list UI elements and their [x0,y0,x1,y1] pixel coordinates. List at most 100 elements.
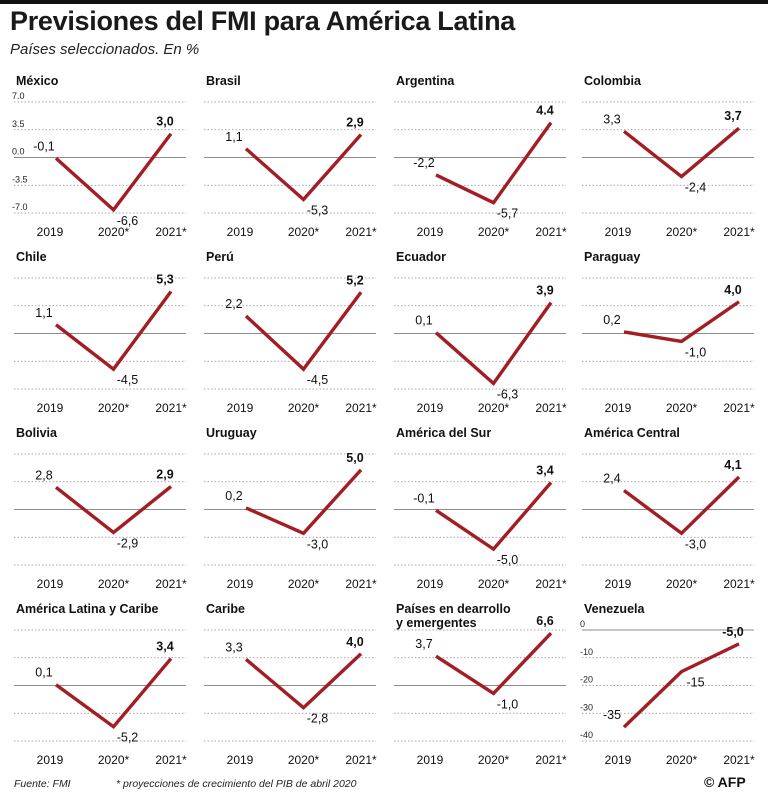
x-tick-label: 2019 [227,225,254,239]
x-tick-label: 2019 [605,225,632,239]
series-line [244,133,363,202]
data-label: 4,0 [346,635,363,649]
panel-title: Bolivia [16,426,57,440]
panel-chart: 0,1 -5,2 3,4 2019 2020* 2021* [14,629,187,767]
x-tick-label: 2021* [345,577,377,591]
panel-title: América Central [584,426,680,440]
x-tick-label: 2020* [666,753,698,767]
x-tick-label: 2021* [345,401,377,415]
data-label: -1,0 [685,345,707,359]
panel-title: América del Sur [396,426,492,440]
data-label: -0,1 [413,491,435,505]
data-label: -5,3 [307,204,329,218]
x-tick-label: 2019 [37,577,64,591]
y-tick-label: -40 [580,730,593,740]
data-label: 2,4 [603,471,620,485]
panel-title: Ecuador [396,250,447,264]
data-label: 5,0 [346,451,363,465]
series-line [54,657,173,730]
panel-chart: 0,2 -3,0 5,0 2019 2020* 2021* [204,451,377,591]
data-label: 3,3 [225,640,242,654]
panel-title: América Latina y Caribe [16,602,159,616]
x-tick-label: 2019 [37,401,64,415]
data-label: 2,9 [156,468,173,482]
data-label: 0,1 [415,314,432,328]
panel-chart: 3,3 -2,8 4,0 2019 2020* 2021* [204,629,377,767]
x-tick-label: 2021* [723,401,755,415]
panel-chart: 3,3 -2,4 3,7 2019 2020* 2021* [582,101,755,239]
panel-chart: 0,1 -6,3 3,9 2019 2020* 2021* [394,277,567,415]
x-tick-label: 2020* [666,401,698,415]
series-line [54,132,173,213]
panel-title: Argentina [396,74,455,88]
data-label: -4,5 [117,373,139,387]
panel-chart: 1,1 -4,5 5,3 2019 2020* 2021* [14,272,187,415]
data-label: -6,6 [117,214,139,228]
data-label: 4,0 [724,283,741,297]
x-tick-label: 2019 [605,577,632,591]
data-label: -5,2 [117,731,139,745]
series-line [622,126,741,179]
data-label: -1,0 [497,697,519,711]
series-line [244,291,363,372]
y-tick-label: -30 [580,702,593,712]
panel-title: Caribe [206,602,245,616]
x-tick-label: 2020* [666,225,698,239]
data-label: -5,7 [497,207,519,221]
x-tick-label: 2020* [288,577,320,591]
x-tick-label: 2020* [98,753,130,767]
series-line [434,301,553,386]
panel-chart: 1,1 -5,3 2,9 2019 2020* 2021* [204,101,377,239]
x-tick-label: 2021* [535,225,567,239]
panel-chart: -2,2 -5,7 4.4 2019 2020* 2021* [394,101,567,239]
x-tick-label: 2021* [345,753,377,767]
x-tick-label: 2019 [37,753,64,767]
y-tick-label: 7.0 [12,91,25,101]
x-tick-label: 2020* [288,401,320,415]
data-label: 3,7 [415,637,432,651]
y-tick-label: -7.0 [12,202,28,212]
x-tick-label: 2021* [345,225,377,239]
x-tick-label: 2019 [605,401,632,415]
data-label: 0,2 [225,489,242,503]
data-label: 2,8 [35,468,52,482]
x-tick-label: 2021* [155,753,187,767]
y-tick-label: 0 [580,619,585,629]
x-tick-label: 2019 [417,577,444,591]
panel-title: Paraguay [584,250,641,264]
y-tick-label: -10 [580,647,593,657]
x-tick-label: 2019 [37,225,64,239]
panel-chart: 7.0 3.5 0.0 -3.5 -7.0 -0,1 -6,6 3,0 2019 2020* 202… [12,91,187,239]
panel-title: México [16,74,59,88]
panel-chart: 3,7 -1,0 6,6 2019 2020* 2021* [394,614,567,767]
x-tick-label: 2020* [666,577,698,591]
x-tick-label: 2021* [535,753,567,767]
x-tick-label: 2020* [98,225,130,239]
page-title: Previsiones del FMI para América Latina [10,6,515,36]
panel-chart: 2,4 -3,0 4,1 2019 2020* 2021* [582,453,755,591]
x-tick-label: 2021* [155,577,187,591]
data-label: -35 [603,708,621,722]
panel-title: Países en dearrollo [396,602,511,616]
panel-title: y emergentes [396,616,477,630]
series-line [622,475,741,536]
y-tick-label: -3.5 [12,174,28,184]
series-line [244,652,363,710]
data-label: 3,4 [156,640,173,654]
data-label: -3,0 [685,537,707,551]
x-tick-label: 2019 [417,225,444,239]
x-tick-label: 2021* [723,225,755,239]
series-line [435,631,553,696]
data-label: 3,7 [724,109,741,123]
data-label: -2,9 [117,536,139,550]
x-tick-label: 2019 [227,753,254,767]
panel-chart: 0,2 -1,0 4,0 2019 2020* 2021* [582,277,755,415]
data-label: 2,9 [346,116,363,130]
panel-title: Perú [206,250,234,264]
data-label: 0,1 [35,666,52,680]
x-tick-label: 2020* [478,577,510,591]
x-tick-label: 2020* [478,401,510,415]
data-label: 0,2 [603,313,620,327]
x-tick-label: 2019 [227,577,254,591]
